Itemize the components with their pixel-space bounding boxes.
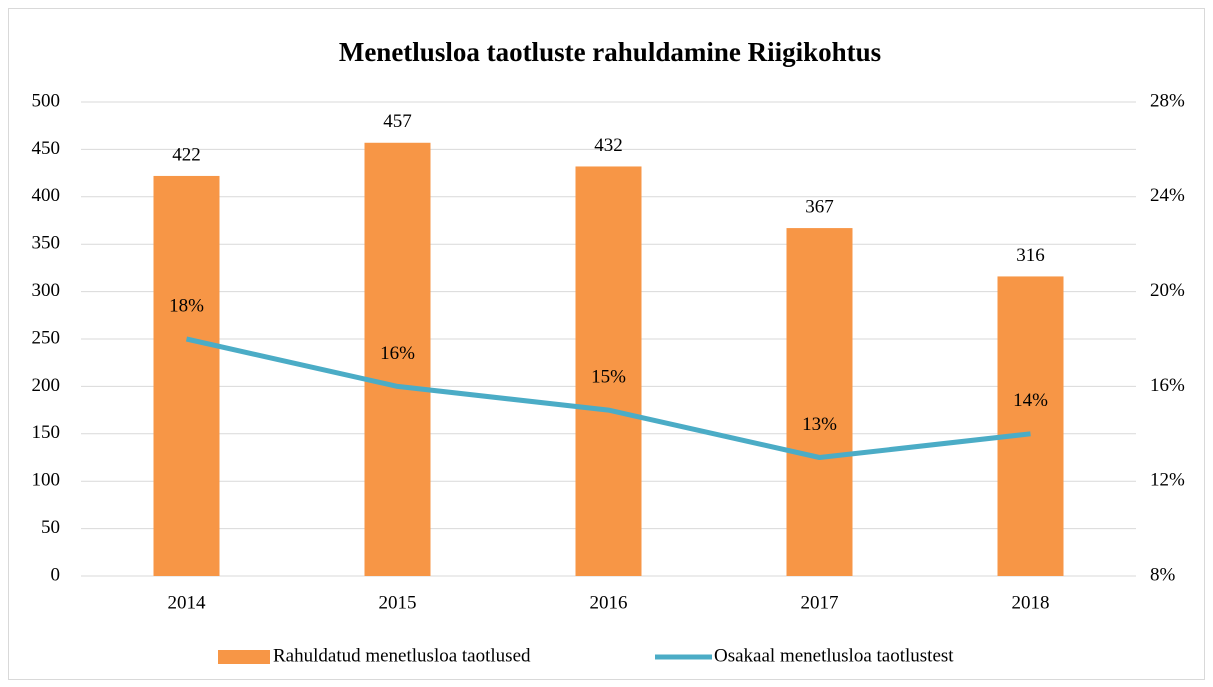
y2-tick-label: 20% xyxy=(1150,280,1185,301)
x-tick-label: 2017 xyxy=(801,592,839,613)
bar xyxy=(364,142,431,576)
y2-tick-label: 24% xyxy=(1150,185,1185,206)
chart-title: Menetlusloa taotluste rahuldamine Riigik… xyxy=(339,37,881,67)
data-label: 316 xyxy=(1016,245,1045,266)
y-tick-label: 350 xyxy=(32,233,61,254)
legend-label: Osakaal menetlusloa taotlustest xyxy=(714,645,954,666)
data-label: 367 xyxy=(805,196,834,217)
data-label: 18% xyxy=(169,295,204,316)
y-tick-label: 50 xyxy=(41,517,60,538)
y-tick-label: 450 xyxy=(32,138,61,159)
bar xyxy=(575,166,642,577)
y-tick-label: 100 xyxy=(32,470,61,491)
x-tick-label: 2014 xyxy=(168,592,207,613)
x-tick-label: 2016 xyxy=(590,592,628,613)
y-tick-label: 200 xyxy=(32,375,61,396)
y-tick-label: 500 xyxy=(32,90,61,111)
y2-tick-label: 8% xyxy=(1150,564,1176,585)
data-label: 457 xyxy=(383,111,412,132)
x-tick-label: 2018 xyxy=(1012,592,1050,613)
y-tick-label: 0 xyxy=(51,564,61,585)
y-tick-label: 300 xyxy=(32,280,61,301)
data-label: 422 xyxy=(172,144,201,165)
data-label: 432 xyxy=(594,135,623,156)
y-tick-label: 150 xyxy=(32,422,61,443)
y-tick-label: 400 xyxy=(32,185,61,206)
y2-tick-label: 28% xyxy=(1150,90,1185,111)
data-label: 15% xyxy=(591,366,626,387)
legend-label: Rahuldatud menetlusloa taotlused xyxy=(273,645,531,666)
legend-swatch xyxy=(218,650,270,664)
y-tick-label: 250 xyxy=(32,327,61,348)
data-label: 14% xyxy=(1013,390,1048,411)
data-label: 16% xyxy=(380,343,415,364)
x-tick-label: 2015 xyxy=(379,592,417,613)
line xyxy=(185,336,1031,460)
y2-tick-label: 12% xyxy=(1150,470,1185,491)
data-label: 13% xyxy=(802,414,837,435)
bar xyxy=(153,175,220,576)
y2-tick-label: 16% xyxy=(1150,375,1185,396)
bar xyxy=(786,228,853,577)
bar xyxy=(997,276,1064,576)
